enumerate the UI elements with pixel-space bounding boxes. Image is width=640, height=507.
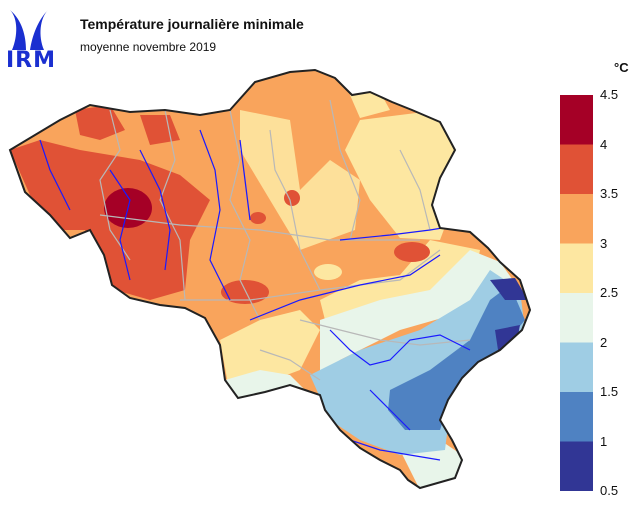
legend-tick-label: 3 [600,235,608,251]
province-borders [99,99,471,381]
legend-unit: °C [614,60,629,75]
legend-swatch [560,95,593,145]
legend-swatch [560,392,593,442]
legend-tick-label: 1 [600,433,608,449]
legend-tick-label: 4 [600,136,608,152]
legend-swatch [560,441,593,491]
map-subtitle: moyenne novembre 2019 [80,40,217,54]
logo-text: IRM [6,48,57,73]
legend-tick-label: 2.5 [600,285,619,300]
map-title: Température journalière minimale [80,16,304,32]
legend-tick-label: 0.5 [600,483,619,498]
color-legend [560,95,593,491]
temperature-zones [10,70,530,488]
legend-swatch [560,293,593,343]
legend-swatch [560,243,593,293]
legend-tick-label: 3.5 [600,186,619,201]
legend-swatch [560,342,593,392]
irm-logo [10,10,48,50]
legend-swatch [560,194,593,244]
legend-tick-label: 4.5 [600,87,619,102]
legend-swatch [560,144,593,194]
legend-tick-label: 2 [600,334,608,350]
legend-tick-label: 1.5 [600,384,619,399]
